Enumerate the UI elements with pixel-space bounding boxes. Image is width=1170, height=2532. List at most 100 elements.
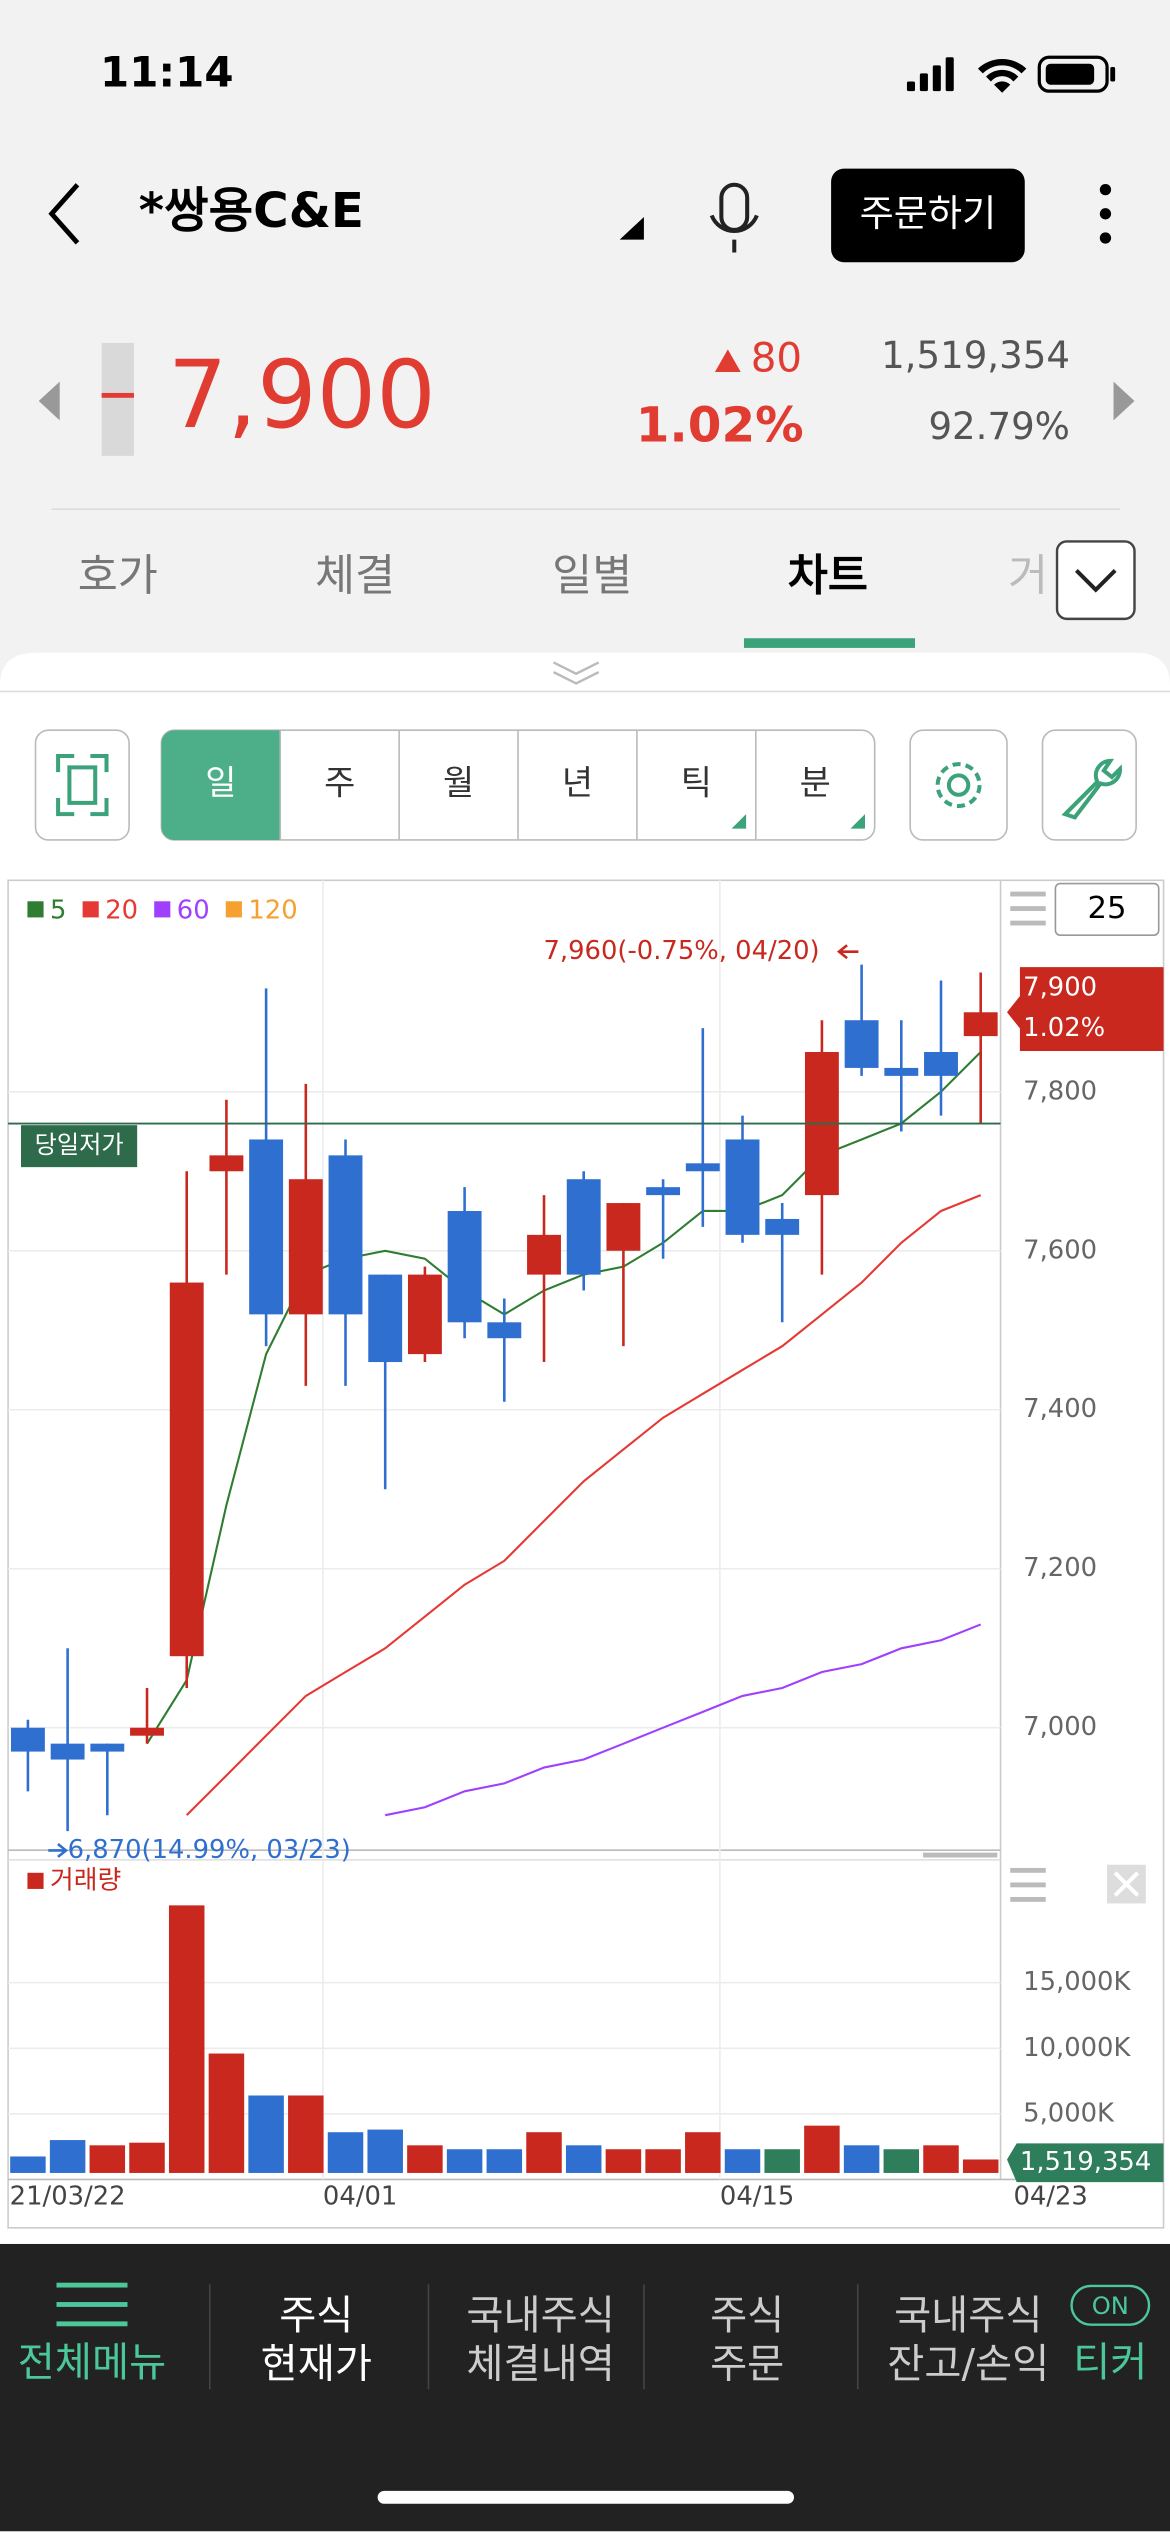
candle-body	[685, 1163, 720, 1172]
candle-body	[249, 1139, 284, 1315]
volume-bar	[327, 2132, 364, 2173]
volume-bar	[288, 2095, 324, 2173]
nav-item[interactable]: 전체메뉴	[18, 2339, 166, 2386]
ma-line	[385, 1623, 982, 1817]
legend-swatch[interactable]	[27, 901, 44, 918]
volume-tag-label: 1,519,354	[1020, 2147, 1151, 2177]
close-icon	[1113, 1871, 1140, 1897]
day-low-label: 당일저가	[35, 1131, 124, 1159]
volume-legend-swatch[interactable]	[27, 1872, 44, 1889]
volume-legend-label[interactable]: 거래량	[50, 1865, 121, 1895]
back-button[interactable]	[48, 183, 80, 245]
tab[interactable]: 체결	[315, 552, 395, 602]
menu-icon[interactable]	[56, 2282, 128, 2327]
next-stock[interactable]	[1113, 381, 1135, 421]
order-button[interactable]	[831, 168, 1025, 263]
status-icons	[906, 55, 1116, 93]
legend-label[interactable]: 20	[105, 895, 138, 925]
mic-button[interactable]	[709, 182, 759, 253]
legend-label[interactable]: 120	[248, 895, 297, 925]
volume-bar	[764, 2149, 800, 2173]
tab-expand-icon	[1074, 569, 1117, 593]
y-tick-label: 7,800	[1023, 1076, 1097, 1106]
candle-body	[407, 1274, 442, 1355]
tab-underline	[743, 638, 916, 648]
tools-button[interactable]	[1041, 729, 1137, 841]
volume-bar	[685, 2132, 721, 2173]
tab[interactable]: 차트	[788, 552, 868, 602]
y-tick-label: 15,000K	[1023, 1967, 1131, 1997]
period-button[interactable]: 년	[562, 764, 593, 803]
period-button[interactable]: 틱	[681, 764, 712, 803]
price-tag	[1007, 967, 1164, 1051]
tab[interactable]: 거	[1008, 552, 1048, 602]
fullscreen-button[interactable]	[34, 729, 130, 841]
nav-item[interactable]: 국내주식	[466, 2292, 614, 2339]
period-button[interactable]: 주	[324, 764, 355, 803]
order-button-label[interactable]: 주문하기	[860, 192, 997, 235]
volume-bar	[804, 2125, 840, 2173]
legend-label[interactable]: 60	[177, 895, 210, 925]
period-active	[161, 730, 281, 840]
count-input-value[interactable]: 25	[1088, 891, 1127, 926]
high-arrow	[836, 944, 859, 960]
nav-item[interactable]: 잔고/손익	[887, 2341, 1049, 2388]
low-arrow	[48, 1842, 69, 1858]
period-button[interactable]: 일	[205, 764, 236, 803]
volume-bar	[486, 2149, 523, 2173]
up-arrow	[714, 349, 741, 372]
candle-body	[288, 1179, 323, 1315]
candle-body	[646, 1187, 681, 1196]
nav-item[interactable]: 국내주식	[894, 2292, 1042, 2339]
change-percent: 1.02%	[636, 397, 804, 453]
volume-bar	[526, 2132, 562, 2173]
tab[interactable]: 호가	[78, 552, 158, 602]
price-tag-price: 7,900	[1023, 973, 1097, 1003]
y-tick-label: 7,400	[1023, 1394, 1097, 1424]
settings-button[interactable]	[909, 729, 1008, 841]
count-input[interactable]	[1054, 882, 1160, 936]
volume-bar	[49, 2140, 86, 2173]
tab-expand[interactable]	[1055, 540, 1136, 621]
period-button[interactable]: 월	[443, 764, 474, 803]
candle-body	[328, 1155, 363, 1315]
volume-bar	[923, 2145, 959, 2173]
volume-bar	[883, 2149, 920, 2173]
nav-item[interactable]: 주문	[710, 2341, 784, 2388]
more-menu[interactable]	[1099, 183, 1112, 244]
stock-name[interactable]: *쌍용C&E	[139, 183, 364, 239]
ticker-badge[interactable]	[1070, 2284, 1151, 2326]
volume-ratio: 92.79%	[928, 405, 1070, 448]
volume-bar	[129, 2142, 165, 2173]
nav-item[interactable]: 현재가	[261, 2341, 372, 2388]
legend-label[interactable]: 5	[50, 895, 66, 925]
price-pane-menu[interactable]	[1010, 891, 1046, 926]
volume-pane-menu[interactable]	[1010, 1867, 1046, 1902]
y-tick-label: 7,200	[1023, 1553, 1097, 1583]
nav-item[interactable]: 주식	[710, 2292, 784, 2339]
ticker-label[interactable]: 티커	[1073, 2339, 1147, 2386]
y-tick-label: 7,600	[1023, 1235, 1097, 1265]
tab[interactable]: 일별	[552, 552, 632, 602]
volume-bar	[724, 2149, 761, 2173]
volume-bar	[407, 2145, 443, 2173]
legend-swatch[interactable]	[82, 901, 99, 918]
period-button[interactable]: 분	[800, 764, 831, 803]
candle-body	[566, 1179, 601, 1275]
y-tick-label: 10,000K	[1023, 2033, 1131, 2063]
candle-body	[963, 1012, 998, 1037]
panel-handle[interactable]	[552, 661, 600, 685]
nav-item[interactable]: 주식	[279, 2292, 353, 2339]
prev-stock[interactable]	[38, 381, 60, 421]
legend-swatch[interactable]	[154, 901, 171, 918]
legend-swatch[interactable]	[225, 901, 242, 918]
plot: 7,000 7,200 7,400 7,600 7,800 5,000K 10,000K 15…	[8, 880, 1164, 2212]
price-range-bar	[101, 342, 134, 456]
x-tick-label: 04/15	[720, 2182, 794, 2212]
tab-bar: 호가 체결 일별 차트 거	[78, 552, 1048, 602]
high-annotation: 7,960(-0.75%, 04/20)	[543, 936, 819, 966]
nav-item[interactable]: 체결내역	[466, 2341, 614, 2388]
ticker-badge-label[interactable]: ON	[1092, 2292, 1129, 2320]
